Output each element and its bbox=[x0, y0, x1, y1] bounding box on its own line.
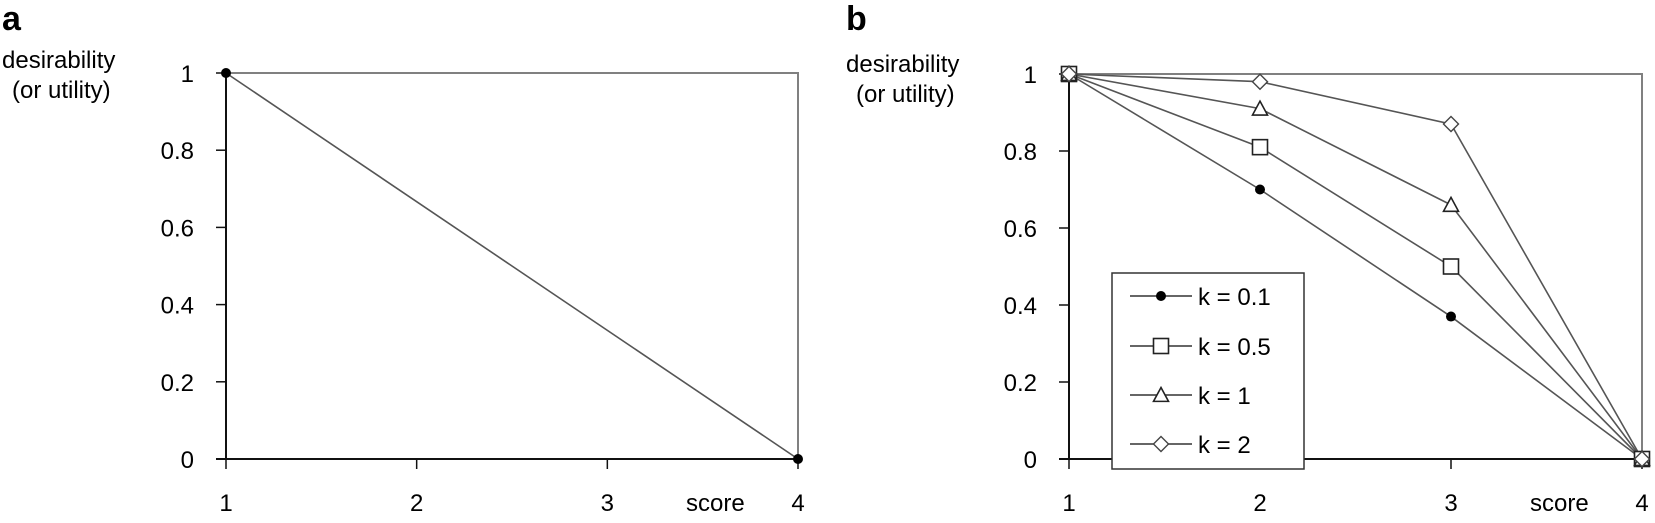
panel-a-xlabel: score bbox=[686, 490, 745, 517]
panel-b-series bbox=[1060, 64, 1651, 468]
x-tick-label: 4 bbox=[791, 490, 804, 517]
square-marker-icon bbox=[1251, 138, 1269, 156]
legend-box bbox=[1111, 272, 1305, 470]
x-tick-label: 4 bbox=[1635, 490, 1648, 517]
x-tick-label: 1 bbox=[219, 490, 232, 517]
x-tick-label: 2 bbox=[410, 490, 423, 517]
y-tick-label: 0.8 bbox=[161, 138, 194, 165]
panel-b-ylabel-line1: desirability bbox=[846, 51, 959, 78]
y-tick-label: 0 bbox=[181, 447, 194, 474]
panel-a-ylabel-line2: (or utility) bbox=[12, 77, 111, 104]
legend-label: k = 0.1 bbox=[1198, 284, 1271, 311]
circle-marker-icon bbox=[793, 454, 803, 464]
panel-b-ylabel-line2: (or utility) bbox=[856, 81, 955, 108]
triangle-marker-icon bbox=[1251, 99, 1269, 116]
y-tick-label: 0.2 bbox=[1004, 370, 1037, 397]
x-tick-label: 3 bbox=[1444, 490, 1457, 517]
series-line bbox=[1068, 73, 1643, 460]
y-tick-label: 0.8 bbox=[1004, 139, 1037, 166]
panel-b-chart: b desirability (or utility) 0 0.2 0.4 0.6 0.… bbox=[846, 0, 1651, 517]
diamond-marker-icon bbox=[1060, 65, 1078, 83]
y-tick-label: 0.6 bbox=[1004, 216, 1037, 243]
panel-a-chart: a desirability (or utility) 0 0.2 0.4 0.6 0.… bbox=[2, 0, 805, 517]
series-line bbox=[1068, 73, 1643, 460]
panel-b-legend: k = 0.1 k = 0.5 k = 1 k = 2 bbox=[1111, 272, 1305, 470]
y-tick-label: 0.4 bbox=[1004, 293, 1037, 320]
diamond-marker-icon bbox=[1633, 450, 1651, 468]
series-line bbox=[1068, 73, 1643, 460]
series-line bbox=[225, 72, 799, 460]
x-tick-label: 2 bbox=[1253, 490, 1266, 517]
panel-a-plot-frame bbox=[226, 72, 799, 459]
y-tick-label: 1 bbox=[1024, 62, 1037, 89]
circle-marker-icon bbox=[1446, 311, 1456, 322]
legend-label: k = 1 bbox=[1198, 383, 1251, 410]
legend-item: k = 0.1 bbox=[1130, 284, 1271, 311]
panel-b-axes: 0 0.2 0.4 0.6 0.8 1 1 2 3 4 bbox=[1004, 62, 1649, 517]
legend-label: k = 0.5 bbox=[1198, 334, 1271, 361]
circle-marker-icon bbox=[1156, 291, 1166, 301]
legend-item: k = 2 bbox=[1130, 432, 1251, 459]
panel-a-ylabel-line1: desirability bbox=[2, 47, 115, 74]
triangle-marker-icon bbox=[1152, 385, 1170, 403]
panel-b-label: b bbox=[846, 0, 867, 38]
square-marker-icon bbox=[1152, 337, 1170, 355]
series-line bbox=[1068, 73, 1643, 460]
diamond-marker-icon bbox=[1152, 435, 1170, 453]
panel-a-label: a bbox=[2, 0, 22, 38]
diamond-marker-icon bbox=[1442, 115, 1460, 133]
circle-marker-icon bbox=[1255, 184, 1265, 195]
y-tick-label: 0.4 bbox=[161, 293, 194, 320]
panel-a-series bbox=[221, 68, 803, 464]
legend-item: k = 1 bbox=[1130, 383, 1251, 410]
square-marker-icon bbox=[1442, 258, 1460, 275]
legend-item: k = 0.5 bbox=[1130, 334, 1271, 361]
circle-marker-icon bbox=[221, 68, 231, 78]
y-tick-label: 1 bbox=[181, 61, 194, 88]
panel-b-xlabel: score bbox=[1530, 490, 1589, 517]
y-tick-label: 0.2 bbox=[161, 370, 194, 397]
diamond-marker-icon bbox=[1251, 73, 1269, 91]
legend-label: k = 2 bbox=[1198, 432, 1251, 459]
y-tick-label: 0 bbox=[1024, 447, 1037, 474]
panel-a-axes: 0 0.2 0.4 0.6 0.8 1 1 2 3 4 bbox=[161, 61, 805, 517]
x-tick-label: 1 bbox=[1062, 490, 1075, 517]
y-tick-label: 0.6 bbox=[161, 215, 194, 242]
triangle-marker-icon bbox=[1442, 195, 1460, 213]
x-tick-label: 3 bbox=[601, 490, 614, 517]
